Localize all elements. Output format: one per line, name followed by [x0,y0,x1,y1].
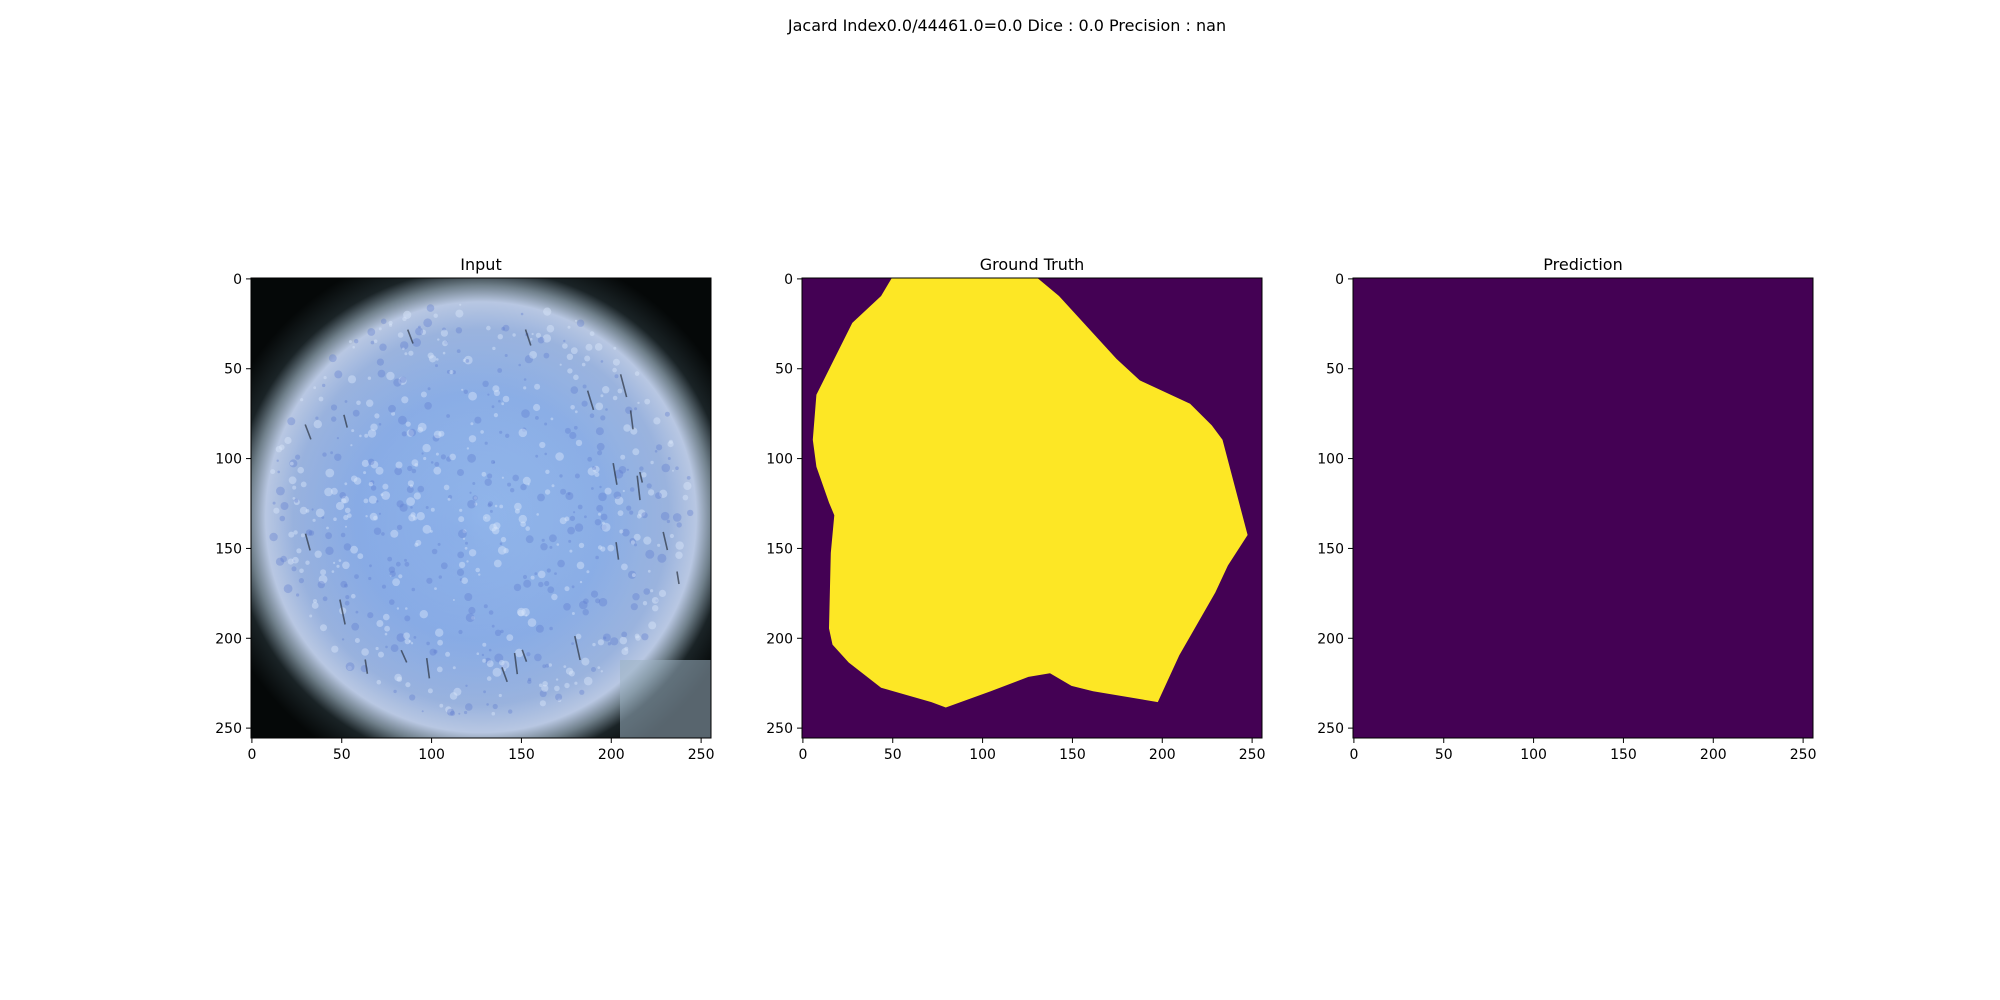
y-tick-label: 0 [233,272,242,288]
panel-prediction: Prediction 0 50 100 150 200 250 0 50 100 150 200 25… [1317,255,1816,763]
x-tick-label: 100 [1520,747,1547,763]
x-tick-label: 50 [1435,747,1453,763]
x-tick-label: 0 [1349,747,1358,763]
y-tick-label: 250 [766,721,793,737]
y-tick-label: 200 [766,631,793,647]
x-tick-label: 150 [1059,747,1086,763]
x-tick-label: 200 [1700,747,1727,763]
x-tick-label: 250 [1239,747,1266,763]
y-tick-label: 100 [1317,452,1344,468]
axes-frame-ground-truth [801,277,1263,739]
x-tick-label: 250 [1790,747,1817,763]
y-tick-label: 50 [1326,362,1344,378]
y-tick-label: 0 [784,272,793,288]
y-tick-label: 50 [224,362,242,378]
axes-frame-prediction [1352,277,1814,739]
x-tick-label: 100 [418,747,445,763]
lesion-mask-region [812,278,1248,708]
y-tick-label: 100 [215,452,242,468]
panel-title-input: Input [460,255,501,274]
x-tick-label: 150 [508,747,535,763]
panel-title-ground-truth: Ground Truth [980,255,1085,274]
y-tick-label: 250 [1317,721,1344,737]
x-tick-label: 50 [333,747,351,763]
cell-texture [269,303,694,716]
x-tick-label: 0 [798,747,807,763]
y-tick-label: 200 [1317,631,1344,647]
panel-title-prediction: Prediction [1543,255,1622,274]
figure-suptitle: Jacard Index0.0/44461.0=0.0 Dice : 0.0 P… [787,16,1226,35]
y-tick-label: 150 [766,541,793,557]
x-tick-label: 50 [884,747,902,763]
y-tick-label: 250 [215,721,242,737]
input-image [251,278,711,738]
ground-truth-image [802,278,1262,738]
x-tick-label: 200 [598,747,625,763]
panel-ground-truth: Ground Truth 0 50 100 150 200 250 0 50 100 150 200… [766,255,1265,763]
x-tick-label: 250 [688,747,715,763]
x-tick-label: 100 [969,747,996,763]
y-tick-label: 100 [766,452,793,468]
y-tick-label: 150 [1317,541,1344,557]
prediction-image [1353,278,1813,738]
axes-frame-input [250,277,712,739]
x-tick-label: 150 [1610,747,1637,763]
y-tick-label: 0 [1335,272,1344,288]
x-tick-label: 200 [1149,747,1176,763]
y-tick-label: 50 [775,362,793,378]
y-tick-label: 200 [215,631,242,647]
panel-input: Input 0 50 100 150 200 250 0 50 100 150 200 250 [215,255,714,763]
y-tick-label: 150 [215,541,242,557]
x-tick-label: 0 [247,747,256,763]
